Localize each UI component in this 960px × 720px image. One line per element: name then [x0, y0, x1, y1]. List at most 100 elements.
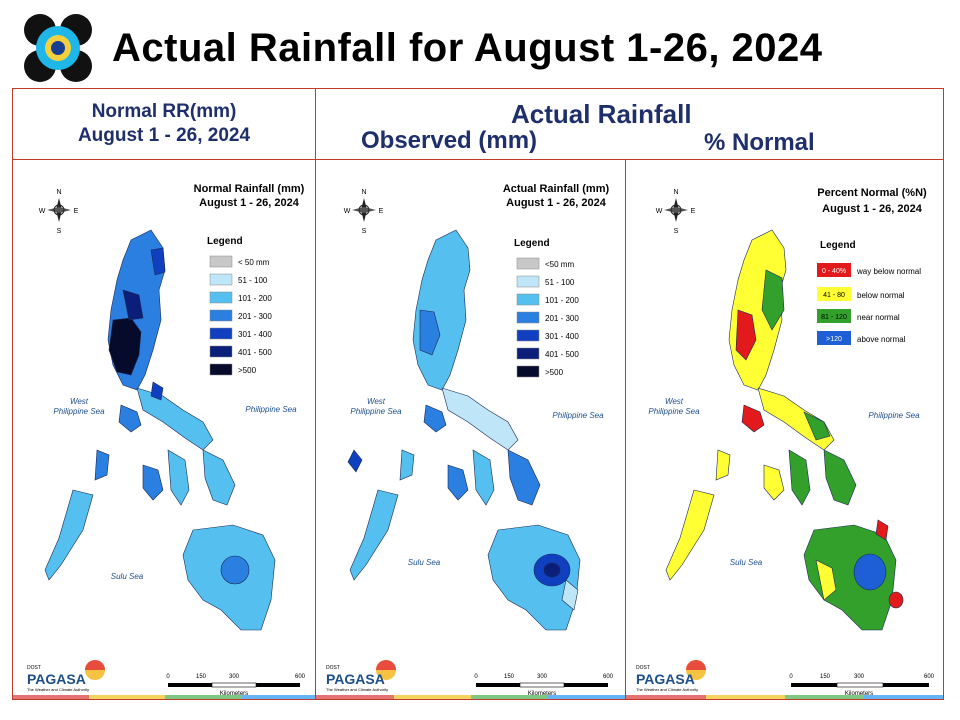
scale-tick: 150: [196, 674, 207, 680]
scale-unit: Kilometers: [528, 691, 556, 697]
compass-w: W: [39, 208, 46, 215]
logo-small: DOST: [636, 665, 650, 671]
sea-label-west-2: Philippine Sea: [648, 407, 700, 416]
normal-header-line1: Normal RR(mm): [91, 101, 237, 122]
sea-label-sulu: Sulu Sea: [730, 558, 763, 567]
normal-header-line2: August 1 - 26, 2024: [77, 125, 251, 146]
compass-s: S: [57, 228, 62, 235]
legend-label: 201 - 300: [238, 312, 272, 321]
sea-label-west-2: Philippine Sea: [53, 407, 105, 416]
legend-swatch-label: 81 - 120: [821, 314, 847, 321]
scale-tick: 600: [603, 674, 614, 680]
compass-s: S: [674, 228, 679, 235]
legend-actual: <50 mm 51 - 100 101 - 200 201 - 300 301 …: [516, 257, 579, 378]
sea-label-west: West: [665, 397, 684, 406]
page-title: Actual Rainfall for August 1-26, 2024: [112, 26, 823, 70]
legend-label: 301 - 400: [545, 332, 579, 341]
philippines-landmass: [347, 229, 581, 631]
legend-label: near normal: [857, 313, 900, 322]
map-title-line2: August 1 - 26, 2024: [822, 203, 923, 215]
pagasa-logo: DOST PAGASA The Weather and Climate Auth…: [636, 660, 706, 692]
legend-title: Legend: [514, 238, 550, 249]
legend-percent: 0 - 40% way below normal 41 - 80 below n…: [817, 263, 921, 345]
logo-name: PAGASA: [27, 671, 86, 687]
sea-label-west: West: [70, 397, 89, 406]
legend-label: 301 - 400: [238, 330, 272, 339]
legend-label: 51 - 100: [238, 276, 268, 285]
scale-tick: 300: [537, 674, 548, 680]
actual-rainfall-map: Actual Rainfall (mm) August 1 - 26, 2024…: [316, 183, 625, 699]
agency-logo: [24, 14, 92, 82]
logo-tagline: The Weather and Climate Authority: [27, 687, 89, 692]
logo-tagline: The Weather and Climate Authority: [636, 687, 698, 692]
legend-label: >500: [238, 366, 257, 375]
legend-label: below normal: [857, 291, 905, 300]
percent-normal-map: Percent Normal (%N) August 1 - 26, 2024 …: [626, 187, 943, 699]
sea-label-east: Philippine Sea: [868, 411, 920, 420]
legend-label: 201 - 300: [545, 314, 579, 323]
logo-tagline: The Weather and Climate Authority: [326, 687, 388, 692]
philippines-landmass: [665, 229, 904, 631]
sea-label-west-2: Philippine Sea: [350, 407, 402, 416]
legend-normal: < 50 mm 51 - 100 101 - 200 201 - 300 301…: [209, 255, 272, 376]
sea-label-east: Philippine Sea: [552, 411, 604, 420]
compass-n: N: [361, 189, 366, 196]
compass-rose-icon: N S E W: [656, 189, 696, 235]
legend-label: way below normal: [856, 267, 921, 276]
compass-w: W: [344, 208, 351, 215]
scale-bar: 0 150 300 600 Kilometers: [166, 674, 305, 697]
map-title-line1: Actual Rainfall (mm): [503, 183, 610, 195]
pagasa-logo: DOST PAGASA The Weather and Climate Auth…: [27, 660, 105, 692]
compass-s: S: [362, 228, 367, 235]
map-panel-actual: Actual Rainfall (mm) August 1 - 26, 2024…: [315, 159, 626, 700]
scale-tick: 600: [295, 674, 306, 680]
legend-swatch-label: 0 - 40%: [822, 268, 846, 275]
scale-unit: Kilometers: [845, 691, 873, 697]
scale-tick: 600: [924, 674, 935, 680]
map-title-line2: August 1 - 26, 2024: [506, 197, 607, 209]
legend-label: 401 - 500: [238, 348, 272, 357]
map-panel-normal: Normal Rainfall (mm) August 1 - 26, 2024…: [12, 159, 316, 700]
sea-label-sulu: Sulu Sea: [408, 558, 441, 567]
legend-label: 401 - 500: [545, 350, 579, 359]
legend-swatch-label: 41 - 80: [823, 292, 845, 299]
scale-tick: 0: [166, 674, 170, 680]
legend-title: Legend: [820, 240, 856, 251]
compass-n: N: [56, 189, 61, 196]
normal-header-box: Normal RR(mm) August 1 - 26, 2024: [12, 88, 316, 160]
philippines-landmass: [44, 229, 276, 631]
sea-label-sulu: Sulu Sea: [111, 572, 144, 581]
legend-label: 51 - 100: [545, 278, 575, 287]
logo-small: DOST: [326, 665, 340, 671]
scale-tick: 0: [789, 674, 793, 680]
sea-label-east: Philippine Sea: [245, 405, 297, 414]
map-title-line2: August 1 - 26, 2024: [199, 197, 300, 209]
actual-header-title: Actual Rainfall: [511, 99, 692, 129]
compass-e: E: [74, 208, 79, 215]
legend-title: Legend: [207, 236, 243, 247]
scale-bar: 0 150 300 600 Kilometers: [789, 674, 934, 697]
scale-tick: 300: [854, 674, 865, 680]
legend-label: <50 mm: [545, 260, 574, 269]
legend-swatch-label: >120: [826, 336, 842, 343]
scale-tick: 300: [229, 674, 240, 680]
legend-label: 101 - 200: [238, 294, 272, 303]
logo-small: DOST: [27, 665, 41, 671]
map-title-line1: Normal Rainfall (mm): [194, 183, 305, 195]
scale-bar: 0 150 300 600 Kilometers: [474, 674, 613, 697]
legend-label: < 50 mm: [238, 258, 270, 267]
scale-tick: 0: [474, 674, 478, 680]
compass-rose-icon: N S E W: [39, 189, 79, 235]
compass-rose-icon: N S E W: [344, 189, 384, 235]
map-panel-percent: Percent Normal (%N) August 1 - 26, 2024 …: [625, 159, 944, 700]
scale-tick: 150: [820, 674, 831, 680]
observed-header: Observed (mm): [361, 127, 538, 154]
compass-w: W: [656, 208, 663, 215]
map-title-line1: Percent Normal (%N): [817, 187, 927, 199]
logo-name: PAGASA: [636, 671, 695, 687]
logo-name: PAGASA: [326, 671, 385, 687]
legend-label: >500: [545, 368, 564, 377]
percent-normal-header: % Normal: [704, 129, 815, 156]
compass-e: E: [379, 208, 384, 215]
compass-e: E: [691, 208, 696, 215]
